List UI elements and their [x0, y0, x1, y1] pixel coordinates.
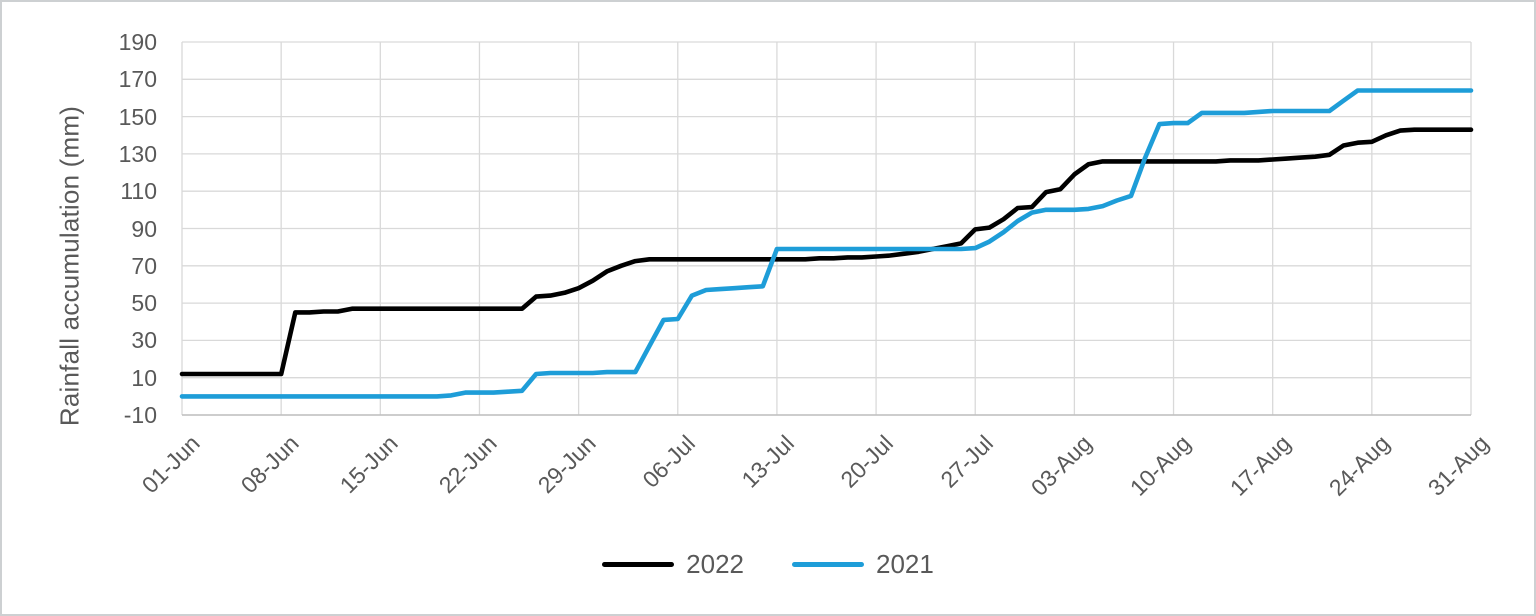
y-tick-label: 130 — [118, 140, 157, 167]
series-2022-line — [179, 127, 1474, 377]
y-tick-label: 150 — [118, 103, 157, 130]
y-tick-label: 90 — [131, 215, 157, 242]
legend-label-2022: 2022 — [686, 549, 744, 579]
y-tick-label: 170 — [118, 66, 157, 93]
y-tick-label: 70 — [131, 252, 157, 279]
y-tick-label: 190 — [118, 29, 157, 55]
legend-line-2021-icon — [792, 562, 864, 567]
legend-label-2021: 2021 — [876, 549, 934, 579]
y-tick-label: -10 — [123, 402, 157, 428]
legend-line-2022-icon — [602, 562, 675, 567]
series-2021-line — [179, 88, 1474, 399]
legend: 2022 2021 — [2, 549, 1534, 580]
y-tick-label: 110 — [120, 178, 157, 205]
y-tick-label: 30 — [131, 327, 157, 354]
legend-item-2021: 2021 — [792, 549, 934, 580]
legend-item-2022: 2022 — [602, 549, 744, 580]
y-tick-label: 50 — [131, 290, 157, 317]
y-tick-label: 10 — [131, 364, 157, 391]
